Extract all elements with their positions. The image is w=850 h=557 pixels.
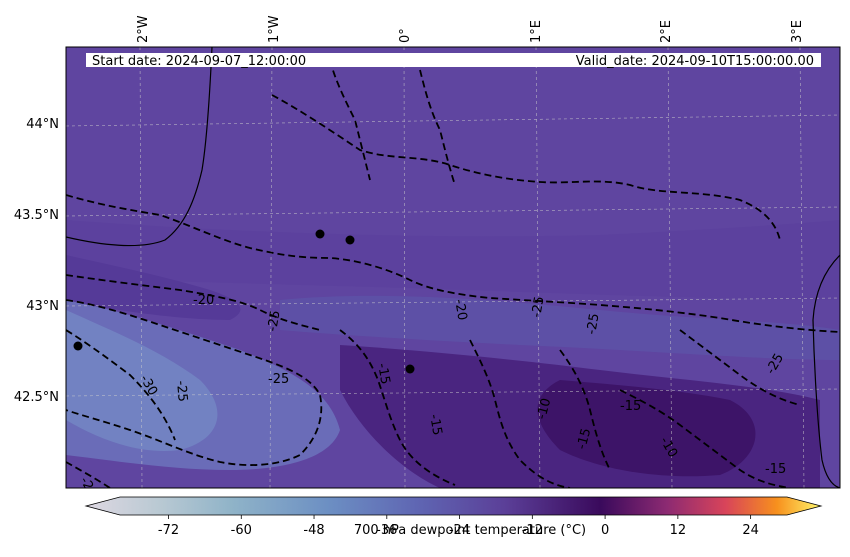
- colorbar-tick-label: 0: [601, 523, 609, 538]
- valid-date-text: Valid_date: 2024-09-10T15:00:00.00: [576, 54, 814, 69]
- colorbar-bar: [84, 496, 823, 516]
- map-panel: -20 -25 -25 -30 -25 -15 -15 -10 -15 -10 …: [66, 47, 840, 488]
- lon-label: 0°: [398, 28, 413, 43]
- city-marker-1: [315, 229, 325, 239]
- contour-label: -15: [620, 399, 641, 414]
- lat-label: 43.5°N: [14, 208, 59, 223]
- city-marker-4: [73, 341, 83, 351]
- contour-label: -15: [374, 362, 392, 386]
- latitude-labels: 44°N 43.5°N 43°N 42.5°N: [14, 117, 59, 405]
- colorbar-tick-label: -36: [376, 523, 397, 538]
- contour-label: -25: [173, 380, 190, 402]
- field-region-very-dry: [537, 380, 756, 477]
- gridlines: [66, 47, 840, 488]
- contour-label: -25: [265, 309, 283, 333]
- map-frame: [65, 46, 841, 489]
- lon-label: 1°E: [529, 20, 544, 43]
- colorbar-tick-label: -72: [158, 523, 179, 538]
- city-marker-3: [405, 364, 415, 374]
- contour-label: -25: [268, 372, 289, 387]
- colorbar-tick-label: -12: [522, 523, 543, 538]
- lat-label: 42.5°N: [14, 390, 59, 405]
- contour-label: -10: [534, 397, 554, 421]
- contour-label: -20: [193, 293, 214, 308]
- colorbar-tick-label: -48: [303, 523, 324, 538]
- date-banner: [86, 53, 821, 67]
- colorbar-label: 700 hPa dewpoint temperature (°C): [354, 523, 586, 538]
- lon-label: 2°W: [136, 15, 151, 43]
- contour-label: -15: [426, 413, 444, 437]
- coastlines-borders: [66, 47, 840, 488]
- field-region-west-very-moist: [66, 310, 218, 451]
- dewpoint-contours: [66, 59, 840, 488]
- colorbar-tick-label: -24: [449, 523, 470, 538]
- contour-label: -20: [451, 298, 469, 322]
- colorbar-tick-label: 24: [742, 523, 759, 538]
- longitude-labels: 2°W 1°W 0° 1°E 2°E 3°E: [136, 15, 805, 43]
- contour-label: -15: [574, 427, 594, 451]
- lon-label: 3°E: [790, 20, 805, 43]
- lat-label: 44°N: [26, 117, 59, 132]
- colorbar-tick-label: 12: [670, 523, 687, 538]
- contour-label: -25: [584, 312, 602, 336]
- lon-label: 1°W: [267, 15, 282, 43]
- contour-label: -25: [529, 295, 547, 319]
- field-region-north-band: [66, 220, 840, 300]
- lon-label: 2°E: [659, 20, 674, 43]
- colorbar-ticks: -72 -60 -48 -36 -24 -12 0 12 24: [158, 515, 759, 538]
- city-marker-2: [345, 235, 355, 245]
- colorbar-tick-label: -60: [231, 523, 252, 538]
- lat-label: 43°N: [26, 299, 59, 314]
- contour-label: -15: [765, 462, 786, 477]
- colorbar: -72 -60 -48 -36 -24 -12 0 12 24 700 hPa dewpoint…: [84, 496, 823, 538]
- start-date-text: Start date: 2024-09-07_12:00:00: [92, 54, 306, 69]
